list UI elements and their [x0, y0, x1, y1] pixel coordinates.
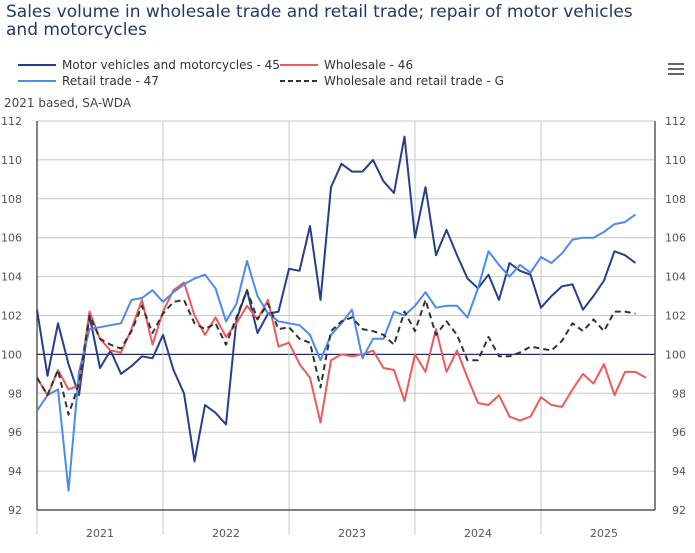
y-tick-label-left: 102	[1, 310, 22, 323]
legend-swatch-total	[280, 80, 318, 82]
chart-title: Sales volume in wholesale trade and reta…	[6, 2, 633, 40]
legend-item-retail[interactable]: Retail trade - 47	[18, 74, 159, 88]
legend-item-motor[interactable]: Motor vehicles and motorcycles - 45	[18, 58, 280, 72]
x-tick-label: 2024	[464, 527, 492, 540]
legend-label-retail: Retail trade - 47	[62, 74, 159, 88]
x-tick-label: 2022	[212, 527, 240, 540]
legend-item-wholesale[interactable]: Wholesale - 46	[280, 58, 413, 72]
y-tick-label-right: 96	[672, 426, 686, 439]
series-line-wholesale	[36, 281, 647, 424]
legend-label-total: Wholesale and retail trade - G	[324, 74, 504, 88]
y-tick-label-right: 112	[665, 115, 686, 128]
legend-item-total[interactable]: Wholesale and retail trade - G	[280, 74, 504, 88]
y-tick-label-left: 112	[1, 115, 22, 128]
series-line-total	[36, 289, 636, 416]
y-tick-label-left: 96	[8, 426, 22, 439]
y-tick-label-left: 94	[8, 465, 22, 478]
legend-swatch-motor	[18, 64, 56, 66]
y-tick-label-right: 104	[665, 271, 686, 284]
hamburger-menu-icon[interactable]	[668, 63, 684, 76]
legend-swatch-retail	[18, 80, 56, 82]
legend-label-wholesale: Wholesale - 46	[324, 58, 414, 72]
y-tick-label-left: 92	[8, 504, 22, 517]
y-tick-label-right: 98	[672, 387, 686, 400]
y-tick-label-right: 92	[672, 504, 686, 517]
y-tick-label-right: 94	[672, 465, 686, 478]
y-tick-label-left: 100	[1, 348, 22, 361]
y-tick-label-left: 108	[1, 193, 22, 206]
series-line-motor	[36, 135, 637, 463]
legend-label-motor: Motor vehicles and motorcycles - 45	[62, 58, 280, 72]
y-tick-label-right: 110	[665, 154, 686, 167]
chart-subtitle: 2021 based, SA-WDA	[4, 96, 131, 110]
x-tick-label: 2025	[590, 527, 618, 540]
y-tick-label-left: 104	[1, 271, 22, 284]
y-tick-label-left: 98	[8, 387, 22, 400]
y-tick-label-right: 108	[665, 193, 686, 206]
y-tick-label-right: 100	[665, 348, 686, 361]
x-tick-label: 2021	[86, 527, 114, 540]
legend-swatch-wholesale	[280, 64, 318, 66]
y-tick-label-right: 106	[665, 232, 686, 245]
x-tick-label: 2023	[338, 527, 366, 540]
y-tick-label-left: 110	[1, 154, 22, 167]
y-tick-label-left: 106	[1, 232, 22, 245]
y-tick-label-right: 102	[665, 310, 686, 323]
series-line-retail	[36, 213, 637, 492]
